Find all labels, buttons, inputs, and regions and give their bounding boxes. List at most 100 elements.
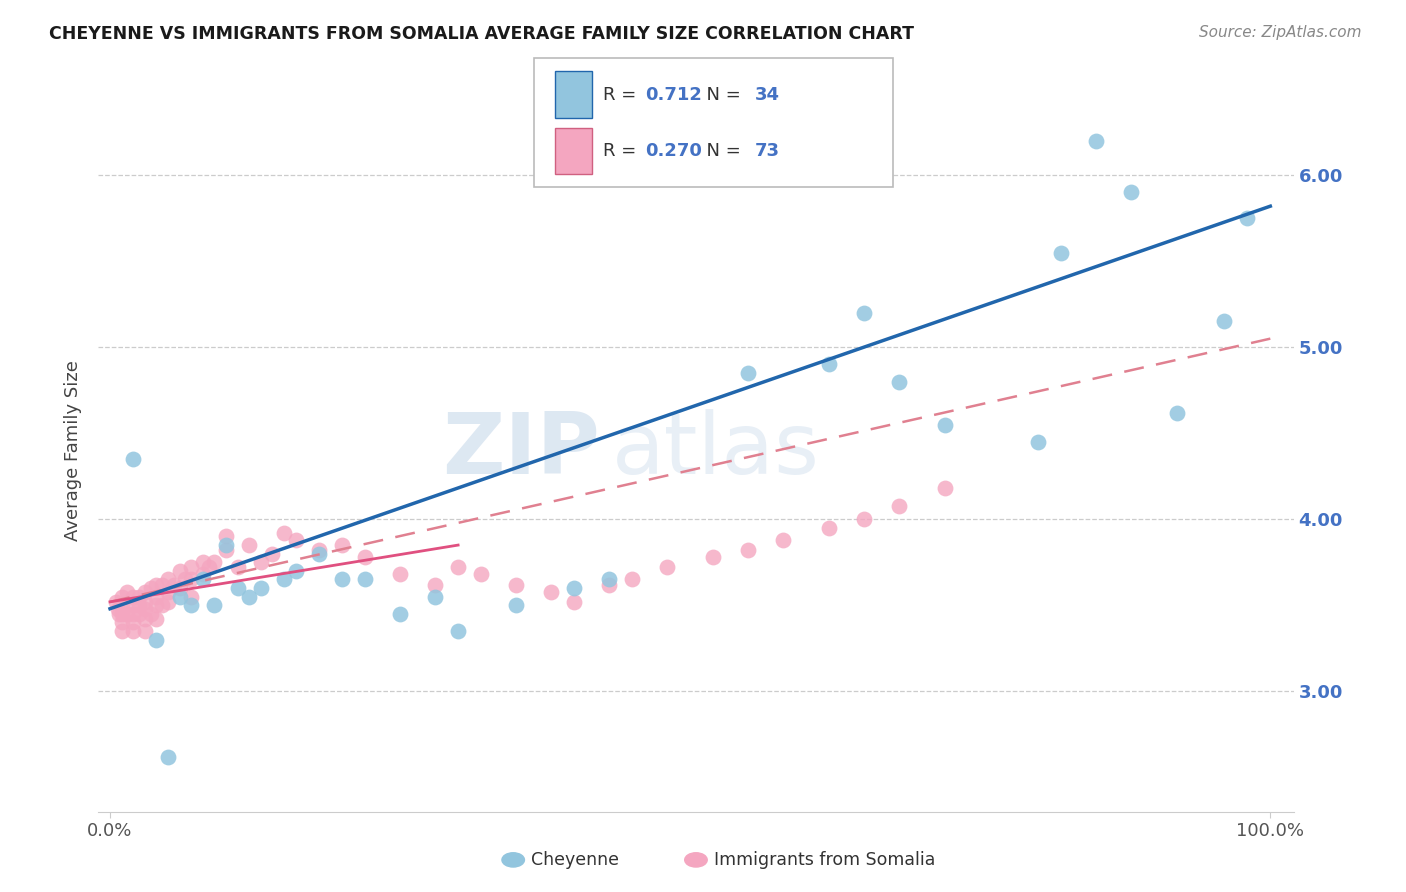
Point (111, 590, 134, 604)
Point (180, 599, 202, 613)
Point (389, 567, 412, 582)
Point (111, 615, 134, 630)
Point (389, 607, 412, 621)
Point (145, 590, 167, 604)
Point (1050, 245, 1073, 260)
Point (540, 584, 562, 599)
Point (122, 452, 145, 467)
Point (655, 560, 678, 574)
Point (134, 595, 156, 609)
Point (117, 607, 139, 621)
Point (1085, 134, 1108, 148)
Point (330, 538, 353, 552)
Point (284, 533, 307, 547)
Point (423, 590, 446, 604)
Point (934, 417, 956, 432)
Point (215, 529, 238, 543)
Text: R =: R = (603, 142, 643, 160)
Point (250, 555, 273, 569)
Point (157, 573, 180, 587)
Point (354, 550, 377, 565)
Point (134, 584, 156, 599)
Point (470, 567, 492, 582)
Point (1119, 186, 1142, 200)
Point (238, 590, 260, 604)
Point (139, 581, 162, 595)
Point (887, 499, 910, 513)
Point (308, 547, 330, 561)
Point (191, 573, 214, 587)
Point (139, 607, 162, 621)
Point (853, 306, 876, 320)
Point (1212, 314, 1234, 328)
Point (108, 607, 131, 621)
Text: 73: 73 (755, 142, 780, 160)
Point (191, 555, 214, 569)
Point (122, 624, 145, 639)
Point (134, 624, 156, 639)
Text: Cheyenne: Cheyenne (531, 851, 620, 869)
Point (180, 573, 202, 587)
Point (818, 358, 841, 372)
Point (122, 590, 145, 604)
Point (180, 560, 202, 574)
Point (204, 599, 226, 613)
Point (737, 543, 759, 558)
Point (145, 599, 167, 613)
Point (308, 543, 330, 558)
Point (1026, 434, 1049, 449)
Y-axis label: Average Family Size: Average Family Size (63, 360, 82, 541)
Text: N =: N = (695, 86, 747, 103)
Point (447, 624, 470, 639)
Point (134, 601, 156, 615)
Point (598, 577, 620, 591)
Point (163, 577, 186, 591)
Text: 0.712: 0.712 (645, 86, 702, 103)
Point (197, 560, 219, 574)
Point (772, 533, 794, 547)
Text: CHEYENNE VS IMMIGRANTS FROM SOMALIA AVERAGE FAMILY SIZE CORRELATION CHART: CHEYENNE VS IMMIGRANTS FROM SOMALIA AVER… (49, 25, 914, 43)
Point (737, 366, 759, 380)
Point (128, 607, 150, 621)
Text: 34: 34 (755, 86, 780, 103)
Point (853, 512, 876, 526)
Point (122, 599, 145, 613)
Point (330, 573, 353, 587)
Point (169, 581, 191, 595)
Point (111, 607, 134, 621)
Point (204, 555, 226, 569)
Point (134, 612, 156, 626)
Point (702, 550, 724, 565)
Text: 0.270: 0.270 (645, 142, 702, 160)
Point (145, 612, 167, 626)
Point (621, 573, 644, 587)
Point (1166, 406, 1188, 420)
Point (215, 543, 238, 558)
Point (562, 581, 585, 595)
Text: R =: R = (603, 86, 643, 103)
Point (169, 590, 191, 604)
Point (145, 577, 167, 591)
Text: Immigrants from Somalia: Immigrants from Somalia (714, 851, 935, 869)
Point (111, 599, 134, 613)
Point (122, 615, 145, 630)
Point (128, 590, 150, 604)
Point (226, 581, 249, 595)
Point (117, 584, 139, 599)
Point (273, 526, 295, 541)
Point (107, 601, 129, 615)
Point (250, 581, 273, 595)
Point (128, 599, 150, 613)
Point (145, 632, 167, 647)
Point (157, 584, 180, 599)
Point (111, 624, 134, 639)
Text: N =: N = (695, 142, 747, 160)
Point (562, 595, 585, 609)
Point (447, 560, 470, 574)
Point (423, 577, 446, 591)
Text: Source: ZipAtlas.com: Source: ZipAtlas.com (1198, 25, 1361, 40)
Point (934, 481, 956, 495)
Point (354, 573, 377, 587)
Point (1236, 211, 1258, 226)
Point (180, 590, 202, 604)
